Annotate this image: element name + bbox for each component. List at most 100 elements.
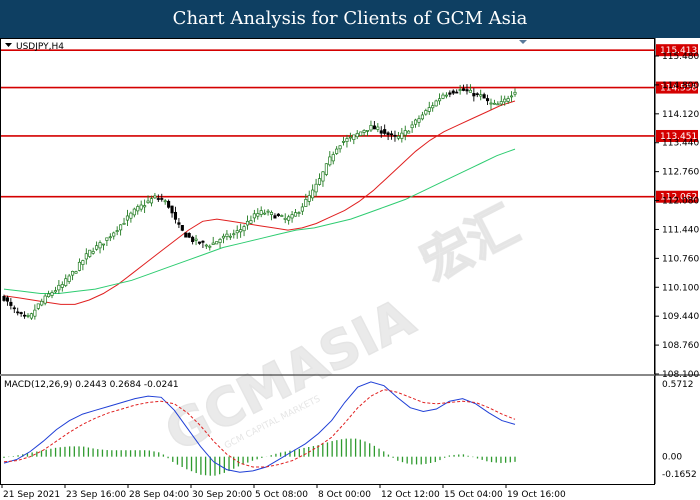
candle <box>60 281 64 292</box>
candle <box>108 233 112 242</box>
candle-body <box>40 300 44 306</box>
time-tick-label: 19 Oct 16:00 <box>507 490 566 500</box>
candle <box>407 129 411 134</box>
candle-body <box>321 171 325 182</box>
candle <box>441 92 445 100</box>
candle-body <box>386 132 390 135</box>
candle <box>420 111 424 121</box>
candle <box>40 298 44 307</box>
level-price-label: 113.451 <box>660 132 697 142</box>
candle <box>50 290 54 299</box>
ma-slow-line <box>3 148 516 294</box>
candle <box>177 218 181 229</box>
candle <box>112 231 116 240</box>
candle <box>245 215 250 230</box>
candle-body <box>91 251 95 254</box>
candle <box>311 184 315 201</box>
candle-body <box>379 130 383 134</box>
candle-body <box>221 235 226 239</box>
candle <box>331 151 335 165</box>
candle-body <box>297 212 301 214</box>
candle-body <box>307 195 311 202</box>
chart-header: Chart Analysis for Clients of GCM Asia <box>0 0 700 38</box>
candle-body <box>400 132 404 139</box>
candle <box>201 240 205 249</box>
time-tick-label: 30 Sep 20:00 <box>192 490 252 500</box>
candle <box>242 224 246 237</box>
macd-tick-label: 0.00 <box>662 453 682 463</box>
candle-body <box>153 195 157 199</box>
candle-body <box>204 244 208 247</box>
candle-body <box>300 206 304 212</box>
candle <box>256 208 260 220</box>
candle <box>492 99 496 105</box>
candle <box>33 304 37 320</box>
level-price-label: 115.413 <box>660 46 697 56</box>
candle <box>489 98 493 110</box>
candle <box>136 204 140 215</box>
candle <box>167 199 171 209</box>
candle-body <box>53 290 57 293</box>
candle <box>300 203 304 216</box>
candle <box>156 194 160 202</box>
candle <box>496 101 500 106</box>
candle <box>149 195 154 207</box>
candle-body <box>194 238 198 241</box>
candle <box>276 213 280 217</box>
price-tick-label: 115.480 <box>662 52 699 62</box>
candle-body <box>64 278 68 286</box>
candle <box>513 88 517 97</box>
candle-body <box>510 95 514 98</box>
candle-body <box>180 225 184 231</box>
candle-body <box>462 88 466 91</box>
candle <box>482 92 486 99</box>
candle <box>173 206 178 224</box>
candle-body <box>242 226 246 232</box>
candle <box>132 207 136 218</box>
candle <box>218 237 222 249</box>
candle <box>29 312 33 320</box>
candle <box>5 295 9 306</box>
candle-body <box>455 91 459 94</box>
candle <box>122 217 126 225</box>
candle <box>74 270 78 274</box>
candle-body <box>132 208 136 216</box>
candle <box>273 213 277 219</box>
candle-body <box>314 183 318 193</box>
candle <box>458 84 462 95</box>
price-tick-label: 112.080 <box>662 197 699 207</box>
candle-body <box>276 213 280 217</box>
candle-body <box>338 145 342 150</box>
candle-body <box>345 138 349 142</box>
candle <box>105 237 109 247</box>
price-tick-label: 112.760 <box>662 168 699 178</box>
candle <box>510 91 514 102</box>
candle-body <box>81 260 85 265</box>
candle <box>184 232 188 238</box>
candle <box>472 88 476 102</box>
candle-body <box>60 284 64 288</box>
candle-body <box>492 102 496 105</box>
candle-body <box>5 297 9 302</box>
candle <box>335 146 339 155</box>
candle-body <box>393 134 397 137</box>
price-tick-label: 113.440 <box>662 139 699 149</box>
candle <box>187 232 191 239</box>
candle <box>393 130 397 142</box>
candle-body <box>448 92 452 95</box>
candle-body <box>438 98 442 102</box>
candle-body <box>112 232 116 237</box>
macd-tick-label: -0.1652 <box>662 470 697 480</box>
candle <box>410 121 414 133</box>
price-levels: 115.413 114.558 113.451 112.062 <box>1 44 698 203</box>
macd-signal-line <box>3 389 516 468</box>
candle-body <box>259 210 263 215</box>
candle-body <box>191 236 195 242</box>
candle <box>239 223 243 238</box>
candle <box>47 290 51 298</box>
price-tick-label: 114.120 <box>662 110 699 120</box>
candle-body <box>67 275 71 282</box>
candle-body <box>225 233 229 237</box>
candle <box>160 193 164 202</box>
candle <box>19 311 23 317</box>
